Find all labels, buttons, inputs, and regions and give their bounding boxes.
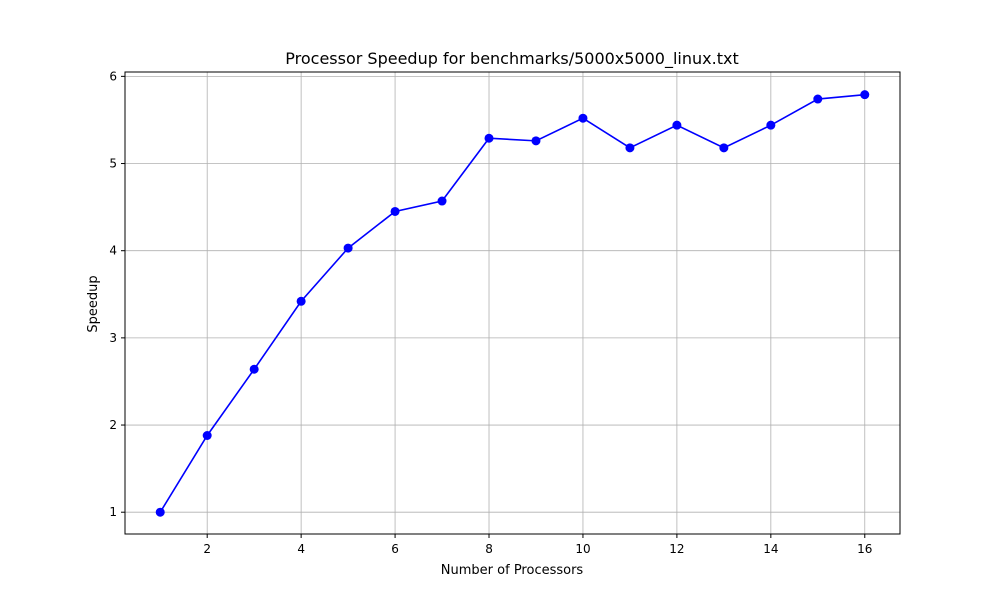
data-point: [813, 94, 823, 104]
y-tick-label: 3: [109, 331, 117, 345]
data-point: [860, 90, 870, 100]
x-tick-label: 4: [297, 542, 305, 556]
data-point: [578, 113, 588, 123]
data-series: [155, 90, 870, 517]
x-axis-label: Number of Processors: [441, 563, 584, 578]
data-point: [531, 136, 541, 146]
y-axis-label: Speedup: [86, 275, 101, 332]
x-tick-label: 8: [485, 542, 493, 556]
plot-area-frame: [124, 71, 901, 535]
data-point: [484, 133, 494, 143]
x-tick-label: 16: [857, 542, 872, 556]
grid: [125, 72, 900, 534]
data-point: [390, 206, 400, 216]
data-point: [296, 296, 306, 306]
x-tick-label: 2: [203, 542, 211, 556]
data-point: [719, 143, 729, 153]
series-line: [159, 93, 865, 513]
x-tick-label: 14: [763, 542, 778, 556]
data-point: [249, 364, 259, 374]
y-tick-label: 5: [109, 157, 117, 171]
y-tick-label: 6: [109, 69, 117, 83]
data-point: [155, 507, 165, 517]
data-point: [343, 243, 353, 253]
x-tick-label: 6: [391, 542, 399, 556]
y-tick-label: 4: [109, 244, 117, 258]
data-point: [437, 196, 447, 206]
y-tick-label: 2: [109, 418, 117, 432]
chart-title: Processor Speedup for benchmarks/5000x50…: [285, 49, 738, 69]
data-point: [672, 120, 682, 130]
data-point: [625, 143, 635, 153]
x-tick-label: 12: [669, 542, 684, 556]
y-tick-label: 1: [109, 505, 117, 519]
x-tick-label: 10: [575, 542, 590, 556]
data-point: [766, 120, 776, 130]
data-point: [202, 430, 212, 440]
